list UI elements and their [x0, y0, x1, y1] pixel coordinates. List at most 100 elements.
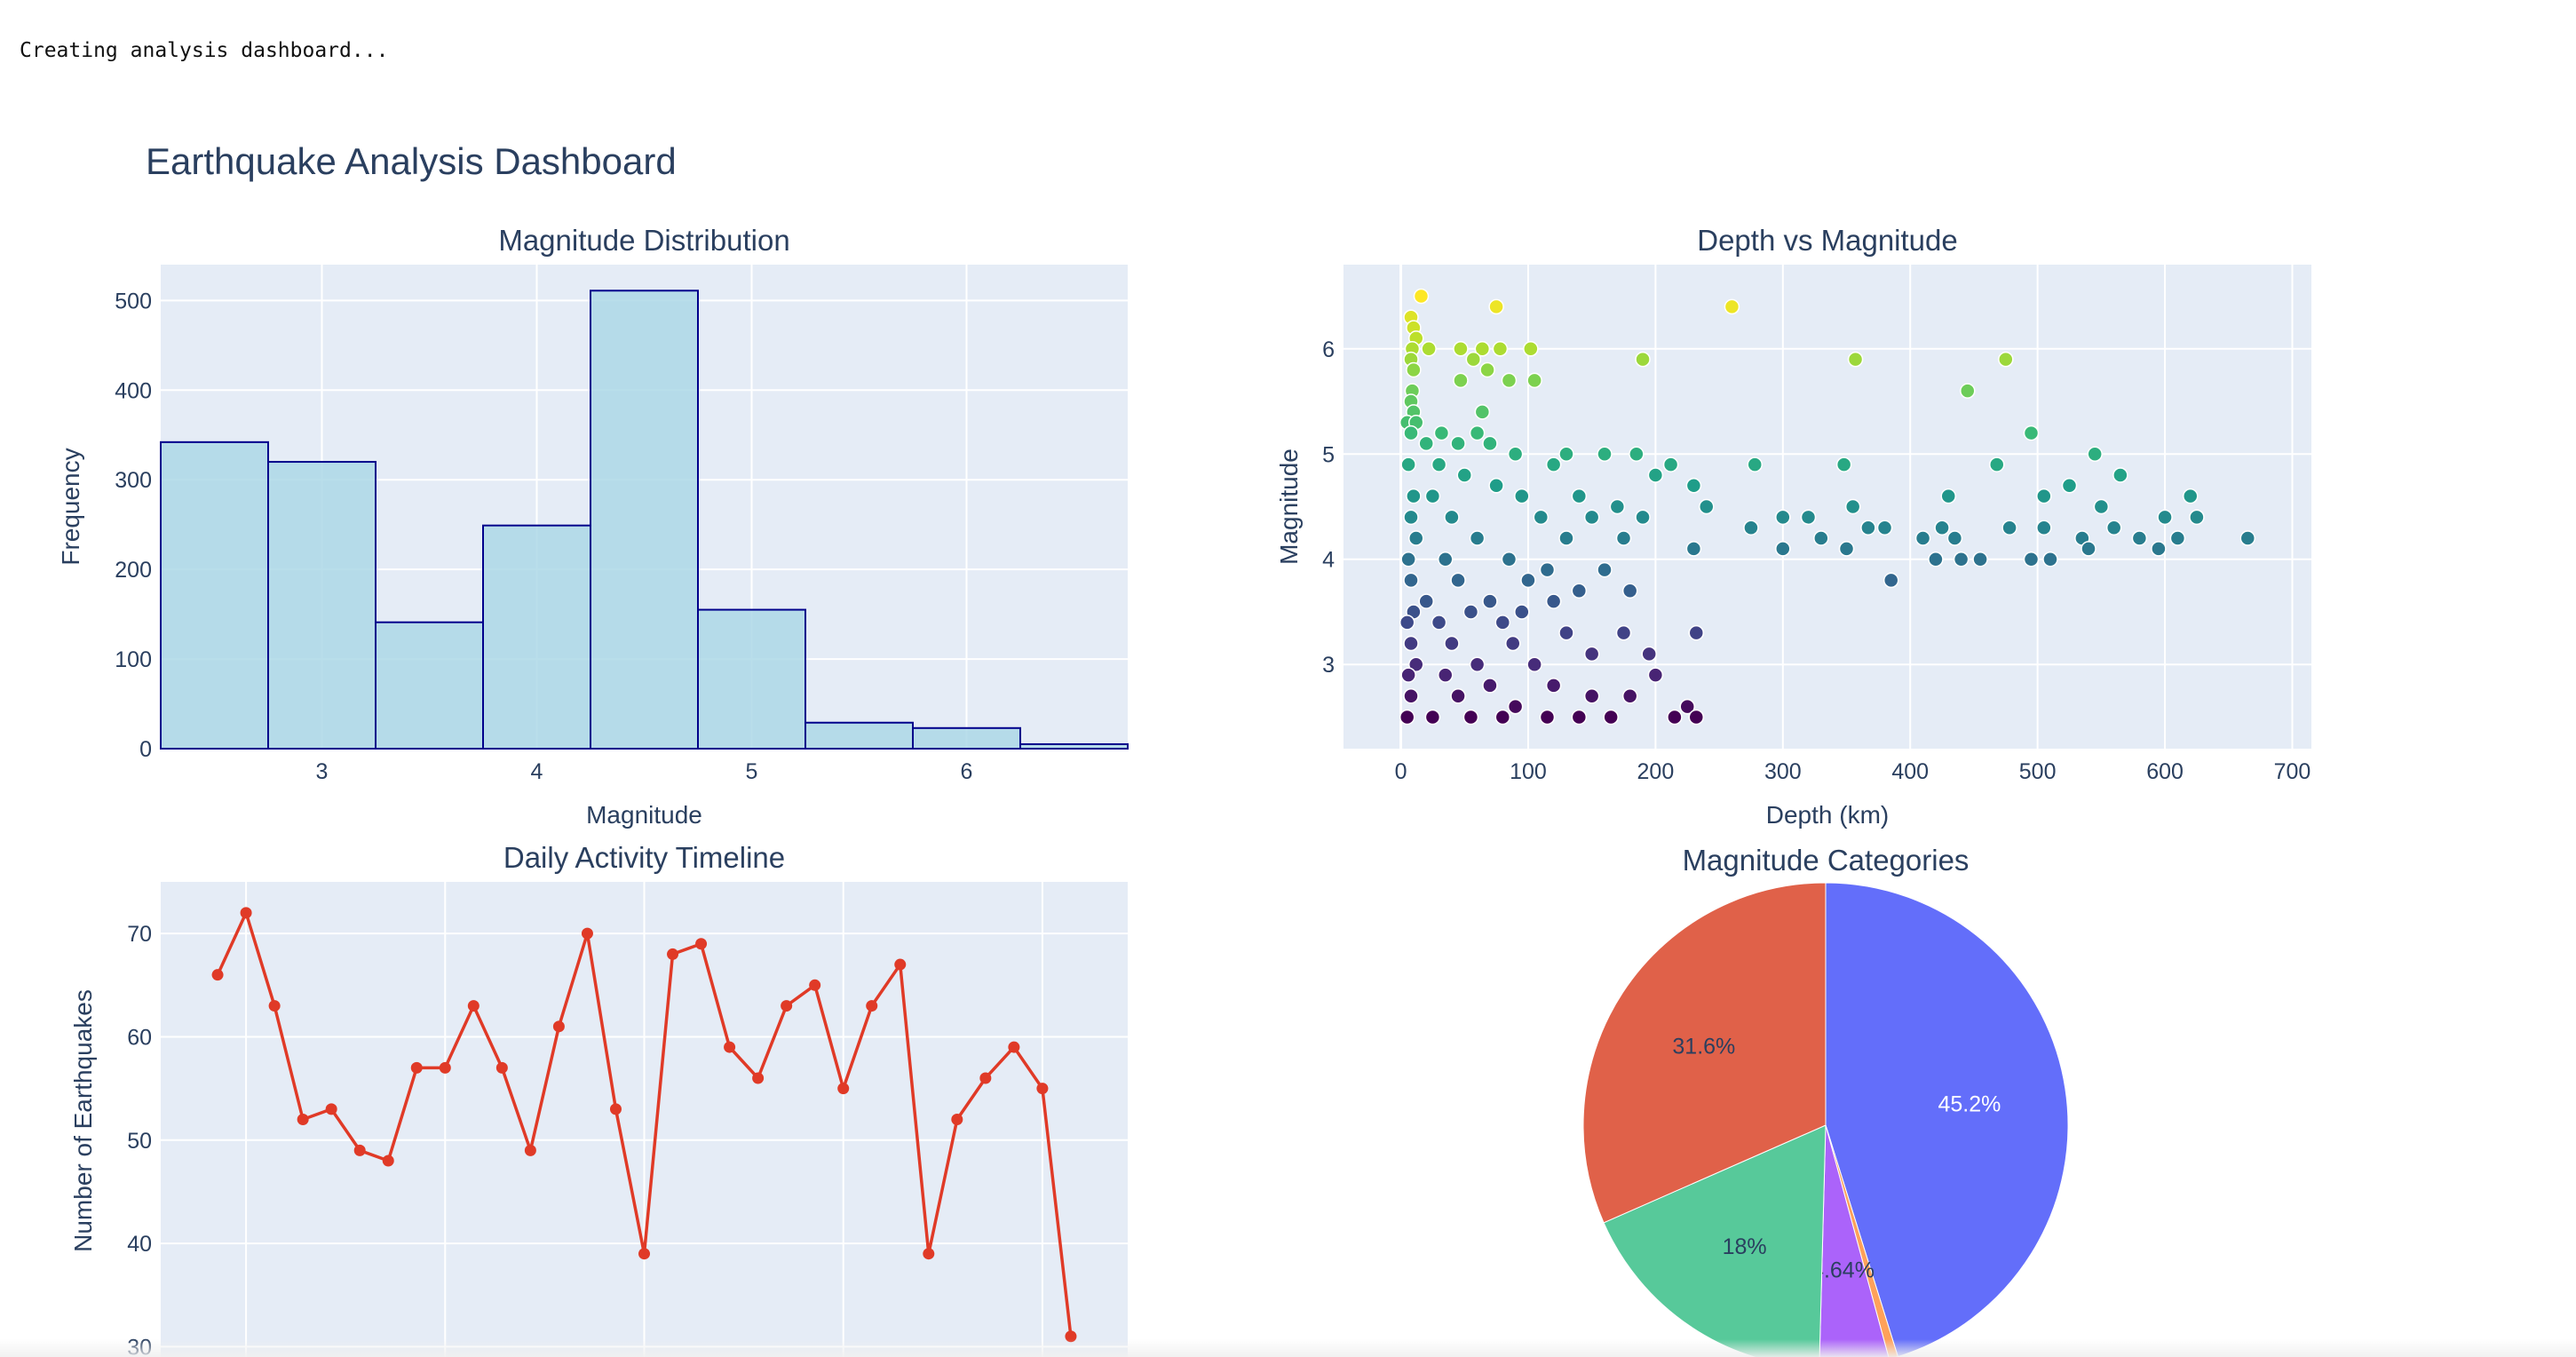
timeline-point — [353, 1144, 366, 1156]
histogram-bar — [160, 440, 269, 750]
scatter-point — [1421, 341, 1437, 357]
pie-slice-label: 31.6% — [1672, 1034, 1735, 1059]
scatter-point — [1629, 446, 1645, 463]
scatter-point — [1437, 551, 1454, 567]
scatter-point — [1453, 341, 1469, 357]
scatter-point — [1433, 425, 1450, 441]
scatter-point — [2036, 520, 2052, 536]
scatter-point — [2169, 530, 2186, 546]
scatter-point — [2001, 520, 2017, 536]
timeline-point — [211, 969, 224, 981]
scatter-point — [1685, 541, 1702, 557]
histogram-bar — [482, 524, 591, 750]
scatter-point — [1838, 541, 1855, 557]
scatter-point — [1860, 520, 1876, 536]
x-tick-label: 3 — [316, 759, 329, 784]
scatter-point — [1507, 446, 1524, 463]
timeline-point — [837, 1083, 850, 1095]
scatter-point — [1635, 509, 1651, 526]
scatter-point — [1403, 509, 1419, 526]
scatter-point — [1847, 351, 1864, 368]
scatter-point — [1558, 446, 1574, 463]
scatter-point — [1431, 615, 1447, 631]
scatter-point — [2151, 541, 2167, 557]
scatter-point — [1418, 593, 1434, 609]
scatter-point — [1514, 604, 1530, 620]
scatter-point — [2036, 488, 2052, 504]
scatter-point — [1413, 288, 1430, 305]
scatter-point — [1469, 656, 1486, 672]
scatter-point — [1450, 688, 1466, 704]
scatter-point — [1571, 709, 1588, 726]
scatter-point — [2183, 488, 2199, 504]
scatter-point — [2061, 478, 2078, 494]
x-axis-title: Magnitude — [586, 801, 702, 829]
scatter-point — [1437, 667, 1454, 683]
scatter-point — [1453, 372, 1469, 389]
scatter-point — [2023, 425, 2040, 441]
x-tick-label: 6 — [961, 759, 973, 784]
x-tick-label: 500 — [2019, 759, 2057, 784]
timeline-point — [866, 1000, 878, 1012]
scatter-point — [1520, 572, 1536, 589]
timeline-point — [240, 907, 252, 919]
scatter-point — [1400, 456, 1416, 472]
scatter-point — [1775, 541, 1791, 557]
x-tick-label: 400 — [1891, 759, 1929, 784]
scatter-point — [1474, 341, 1491, 357]
histogram-bar — [805, 721, 914, 750]
scatter-point — [1882, 572, 1899, 589]
scatter-point — [1474, 404, 1491, 420]
y-tick-label: 60 — [127, 1025, 152, 1050]
scatter-point — [1482, 678, 1498, 694]
scatter-point — [1743, 520, 1759, 536]
scatter-point — [1507, 698, 1524, 715]
timeline-point — [382, 1155, 394, 1167]
scatter-point — [1539, 709, 1556, 726]
scatter-point — [1998, 351, 2014, 368]
timeline-point — [894, 958, 907, 971]
scatter-point — [1844, 498, 1861, 515]
scatter-point — [1876, 520, 1893, 536]
scatter-point — [1724, 298, 1740, 315]
scatter-point — [1501, 551, 1518, 567]
scatter-point — [1775, 509, 1791, 526]
scatter-point — [1960, 383, 1976, 399]
x-axis-title: Depth (km) — [1766, 801, 1889, 829]
y-tick-label: 100 — [115, 647, 152, 672]
timeline-point — [439, 1061, 451, 1074]
timeline-point — [752, 1072, 765, 1084]
scatter-point — [2112, 467, 2128, 483]
scatter-point — [1465, 351, 1482, 368]
scatter-point — [1501, 372, 1518, 389]
y-axis-title: Frequency — [57, 448, 84, 565]
scatter-point — [1597, 446, 1613, 463]
dashboard-title: Earthquake Analysis Dashboard — [146, 140, 677, 182]
timeline-point — [695, 938, 708, 950]
scatter-point — [1424, 709, 1441, 726]
y-tick-label: 70 — [127, 922, 152, 947]
scatter-point — [1953, 551, 1970, 567]
pie-slice-label: 45.2% — [1938, 1091, 2001, 1116]
timeline-point — [325, 1103, 337, 1115]
magnitude-histogram-chart: 0 100 200 300 400 500 3 4 5 6 Magnitude Distributi… — [57, 224, 1129, 829]
scatter-point — [1835, 456, 1852, 472]
scatter-point — [1914, 530, 1931, 546]
bottom-fade — [0, 1339, 2576, 1357]
chart-title: Magnitude Distribution — [498, 224, 789, 257]
timeline-point — [809, 979, 821, 991]
scatter-point — [1928, 551, 1944, 567]
scatter-point — [1621, 583, 1638, 599]
scatter-point — [1545, 456, 1562, 472]
histogram-bar — [590, 290, 699, 750]
scatter-point — [1479, 361, 1495, 378]
timeline-point — [923, 1248, 935, 1260]
timeline-point — [467, 1000, 480, 1012]
scatter-point — [1406, 488, 1422, 504]
timeline-point — [1036, 1083, 1049, 1095]
chart-title: Depth vs Magnitude — [1697, 224, 1958, 257]
scatter-point — [1813, 530, 1829, 546]
scatter-point — [1940, 488, 1956, 504]
